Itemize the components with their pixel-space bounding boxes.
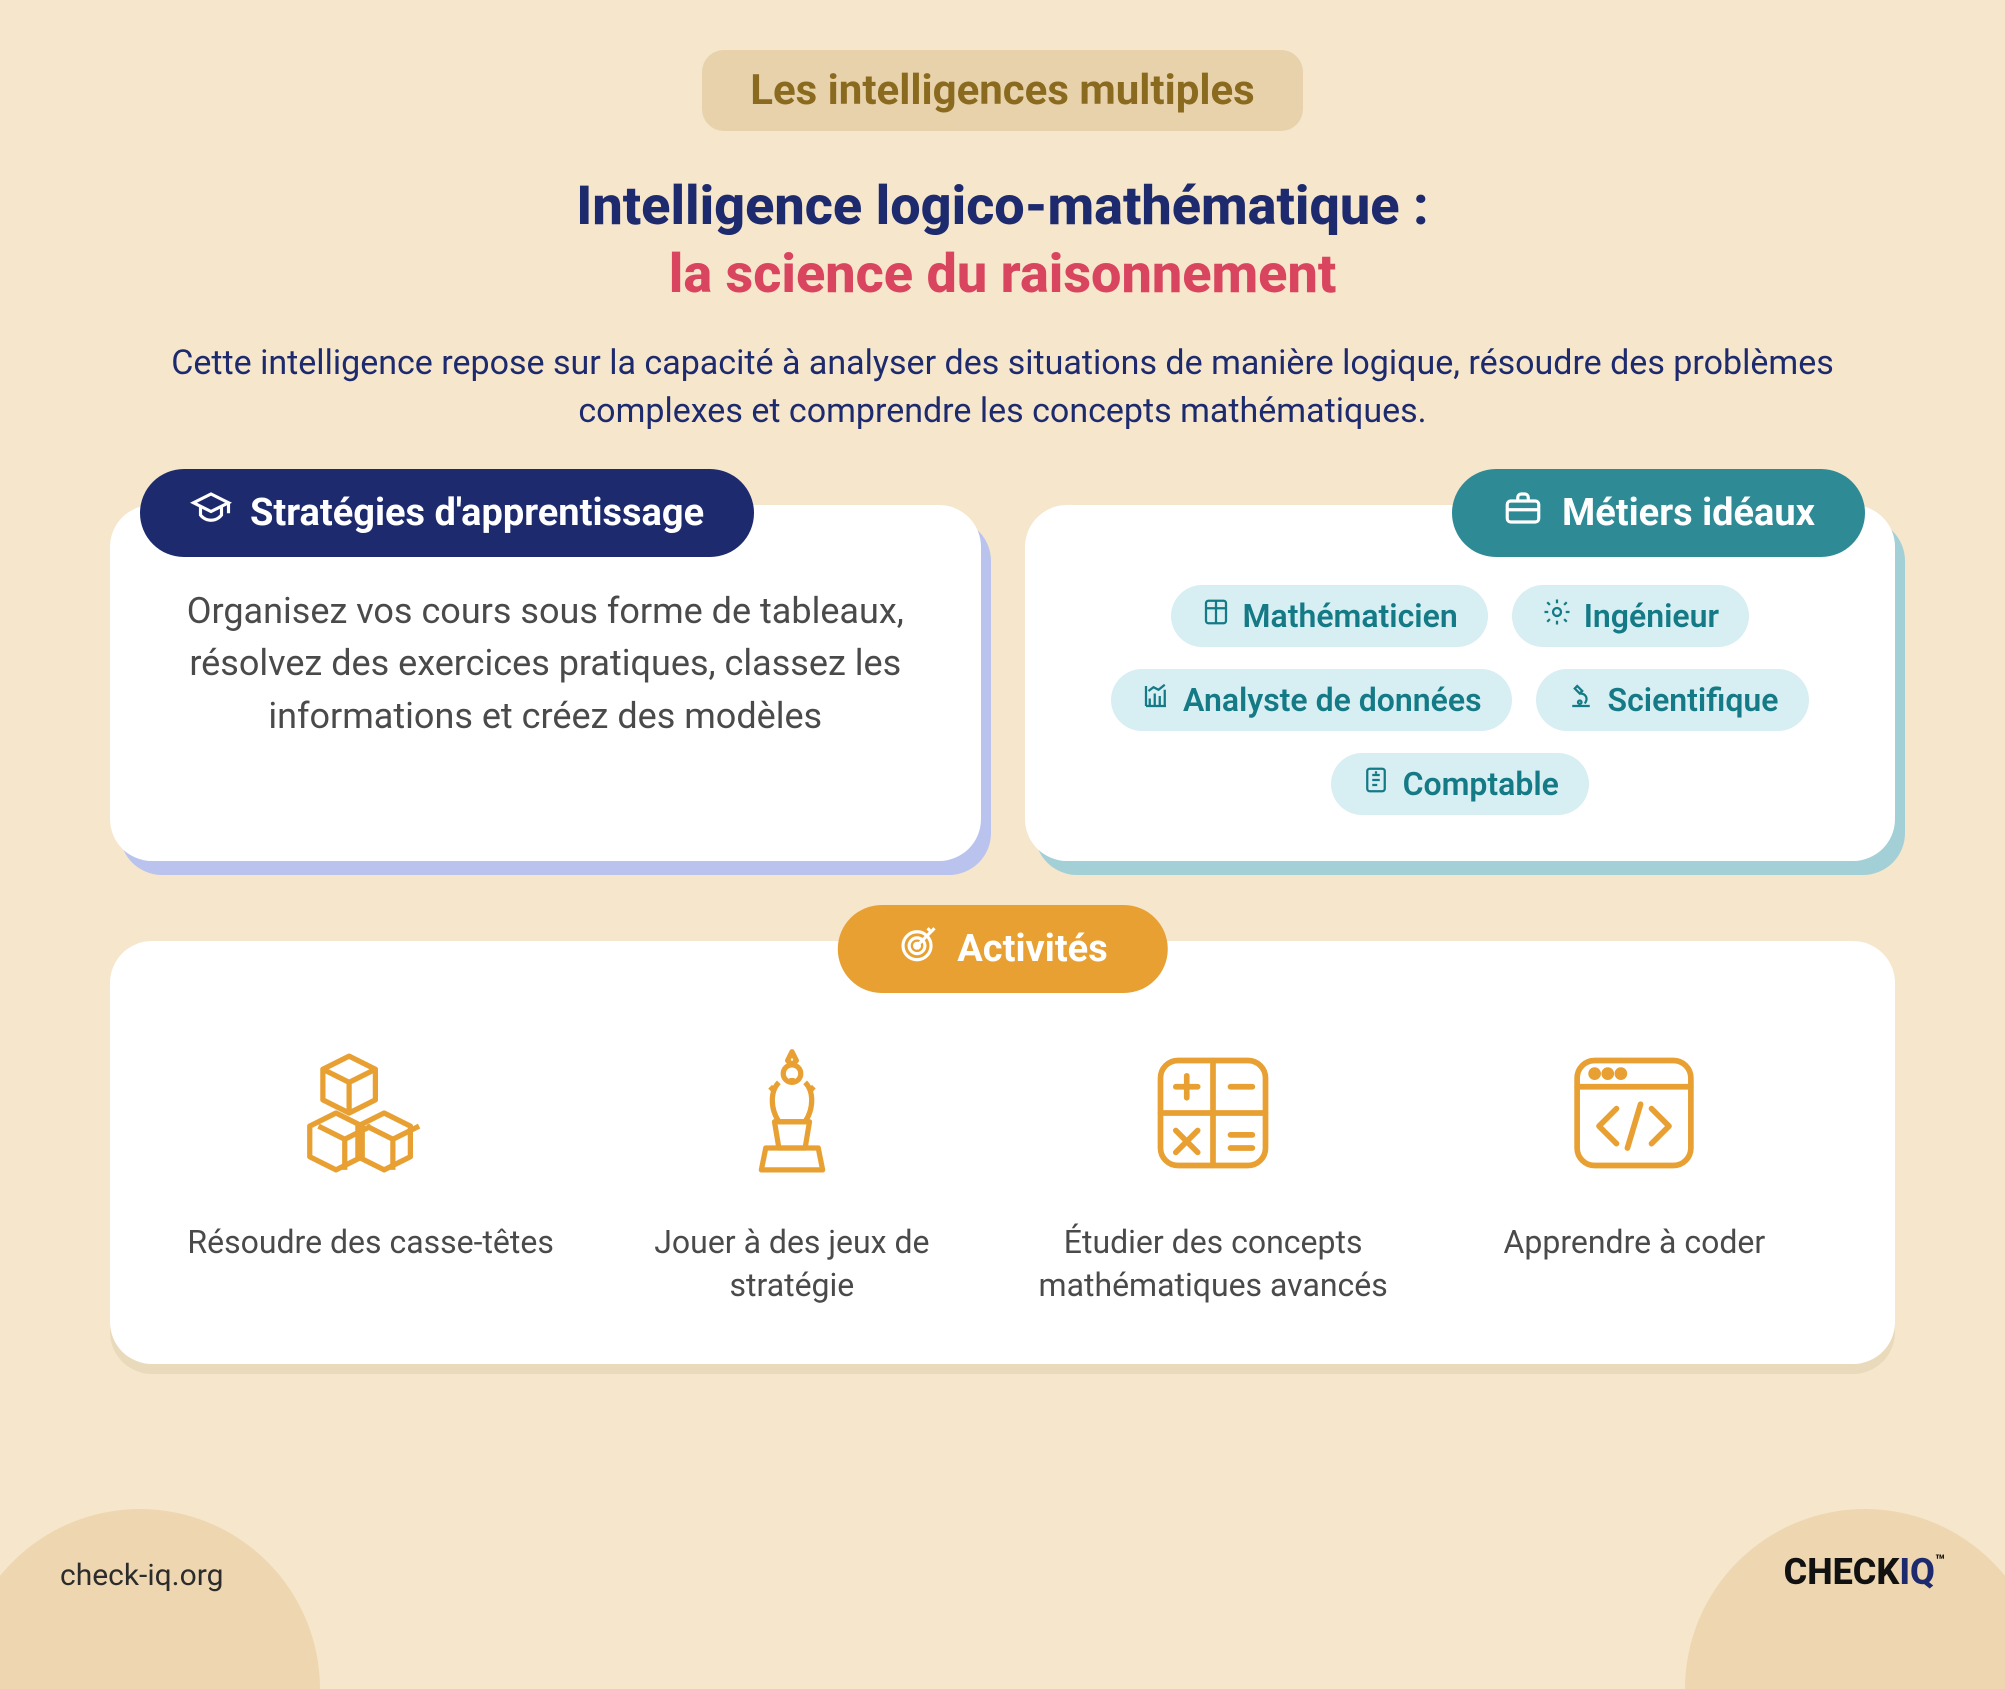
microscope-icon bbox=[1566, 681, 1596, 719]
activity-label: Étudier des concepts mathématiques avanc… bbox=[1013, 1221, 1414, 1307]
math-grid-icon bbox=[1143, 1033, 1283, 1193]
gear-icon bbox=[1542, 597, 1572, 635]
activities-card: Résoudre des casse-têtes Jouer à bbox=[110, 941, 1895, 1363]
activities-section: Activités Résoudre des c bbox=[110, 941, 1895, 1363]
infographic-container: Les intelligences multiples Intelligence… bbox=[0, 0, 2005, 1364]
cards-row: Stratégies d'apprentissage Organisez vos… bbox=[110, 505, 1895, 861]
code-icon bbox=[1564, 1033, 1704, 1193]
job-chip-label: Ingénieur bbox=[1584, 597, 1719, 635]
job-chip: Scientifique bbox=[1536, 669, 1809, 731]
activity-item: Jouer à des jeux de stratégie bbox=[591, 1033, 992, 1307]
brand-part2: IQ bbox=[1899, 1551, 1935, 1593]
main-title: Intelligence logico-mathématique : la sc… bbox=[576, 173, 1428, 308]
job-chip-label: Scientifique bbox=[1608, 681, 1779, 719]
activities-list: Résoudre des casse-têtes Jouer à bbox=[170, 1033, 1835, 1307]
job-chip-label: Mathématicien bbox=[1243, 597, 1458, 635]
decor-bottom-left bbox=[0, 1509, 320, 1689]
jobs-card: Métiers idéaux Mathématicien bbox=[1025, 505, 1896, 861]
job-chip-label: Analyste de données bbox=[1183, 681, 1482, 719]
graduation-cap-icon bbox=[190, 487, 232, 539]
activity-item: Résoudre des casse-têtes bbox=[170, 1033, 571, 1307]
job-chip: Comptable bbox=[1331, 753, 1589, 815]
strategies-pill: Stratégies d'apprentissage bbox=[140, 469, 754, 557]
jobs-chip-list: Mathématicien Ingénieur bbox=[1065, 585, 1856, 815]
job-chip: Ingénieur bbox=[1512, 585, 1749, 647]
activities-pill-label: Activités bbox=[957, 927, 1107, 971]
activity-item: Apprendre à coder bbox=[1434, 1033, 1835, 1307]
description-text: Cette intelligence repose sur la capacit… bbox=[163, 340, 1843, 435]
briefcase-icon bbox=[1502, 487, 1544, 539]
footer-site-url: check-iq.org bbox=[60, 1558, 223, 1593]
activity-label: Résoudre des casse-têtes bbox=[187, 1221, 553, 1264]
decor-bottom-right bbox=[1685, 1509, 2005, 1689]
cubes-icon bbox=[301, 1033, 441, 1193]
ledger-icon bbox=[1361, 765, 1391, 803]
target-icon bbox=[897, 923, 939, 975]
job-chip: Mathématicien bbox=[1171, 585, 1488, 647]
activities-pill: Activités bbox=[837, 905, 1167, 993]
job-chip: Analyste de données bbox=[1111, 669, 1512, 731]
chart-icon bbox=[1141, 681, 1171, 719]
strategies-card: Stratégies d'apprentissage Organisez vos… bbox=[110, 505, 981, 861]
footer: check-iq.org CHECKIQ™ bbox=[60, 1551, 1945, 1593]
brand-part1: CHECK bbox=[1784, 1551, 1900, 1593]
strategies-pill-label: Stratégies d'apprentissage bbox=[250, 491, 704, 535]
title-line-2: la science du raisonnement bbox=[576, 241, 1428, 309]
activity-label: Jouer à des jeux de stratégie bbox=[591, 1221, 992, 1307]
chess-icon bbox=[722, 1033, 862, 1193]
activity-label: Apprendre à coder bbox=[1504, 1221, 1766, 1264]
brand-tm: ™ bbox=[1935, 1551, 1945, 1570]
activity-item: Étudier des concepts mathématiques avanc… bbox=[1013, 1033, 1414, 1307]
brand-logo: CHECKIQ™ bbox=[1784, 1551, 1945, 1593]
category-badge: Les intelligences multiples bbox=[702, 50, 1302, 131]
title-line-1: Intelligence logico-mathématique : bbox=[576, 173, 1428, 241]
calculator-icon bbox=[1201, 597, 1231, 635]
jobs-pill: Métiers idéaux bbox=[1452, 469, 1865, 557]
jobs-pill-label: Métiers idéaux bbox=[1562, 491, 1815, 535]
job-chip-label: Comptable bbox=[1403, 765, 1559, 803]
strategies-body-text: Organisez vos cours sous forme de tablea… bbox=[150, 585, 941, 742]
